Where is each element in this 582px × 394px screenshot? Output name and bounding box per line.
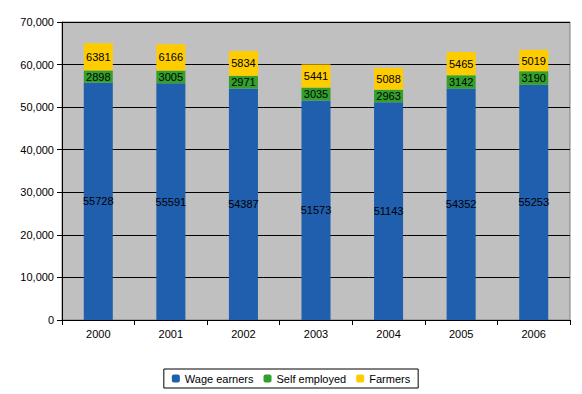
svg-text:51573: 51573 — [301, 204, 332, 216]
svg-text:2006: 2006 — [521, 328, 545, 340]
svg-text:10,000: 10,000 — [20, 271, 54, 283]
svg-text:5088: 5088 — [376, 73, 400, 85]
svg-text:30,000: 30,000 — [20, 186, 54, 198]
svg-text:55591: 55591 — [156, 196, 187, 208]
svg-text:60,000: 60,000 — [20, 59, 54, 71]
svg-text:0: 0 — [48, 314, 54, 326]
svg-text:5441: 5441 — [304, 70, 328, 82]
svg-text:2002: 2002 — [231, 328, 255, 340]
svg-text:2001: 2001 — [159, 328, 183, 340]
svg-text:54352: 54352 — [446, 198, 477, 210]
svg-text:6381: 6381 — [86, 51, 110, 63]
svg-text:3190: 3190 — [521, 72, 545, 84]
svg-text:51143: 51143 — [374, 205, 404, 217]
svg-text:2963: 2963 — [376, 90, 400, 102]
svg-text:55253: 55253 — [518, 196, 549, 208]
svg-text:2971: 2971 — [231, 76, 255, 88]
svg-text:40,000: 40,000 — [20, 144, 54, 156]
svg-text:2005: 2005 — [449, 328, 473, 340]
svg-text:20,000: 20,000 — [20, 229, 54, 241]
svg-text:3035: 3035 — [304, 88, 328, 100]
svg-text:2000: 2000 — [86, 328, 110, 340]
svg-text:5019: 5019 — [521, 55, 545, 67]
svg-text:Farmers: Farmers — [369, 373, 410, 385]
svg-text:2004: 2004 — [376, 328, 400, 340]
svg-text:6166: 6166 — [159, 51, 183, 63]
svg-text:50,000: 50,000 — [20, 101, 54, 113]
svg-text:2003: 2003 — [304, 328, 328, 340]
svg-text:5834: 5834 — [231, 57, 255, 69]
svg-text:3142: 3142 — [449, 76, 473, 88]
svg-text:Wage earners: Wage earners — [185, 373, 254, 385]
svg-text:55728: 55728 — [83, 195, 114, 207]
svg-text:5465: 5465 — [449, 58, 473, 70]
svg-text:70,000: 70,000 — [20, 16, 54, 28]
svg-text:54387: 54387 — [228, 198, 259, 210]
svg-text:Self employed: Self employed — [277, 373, 347, 385]
svg-text:3005: 3005 — [159, 71, 183, 83]
svg-text:2898: 2898 — [86, 71, 110, 83]
